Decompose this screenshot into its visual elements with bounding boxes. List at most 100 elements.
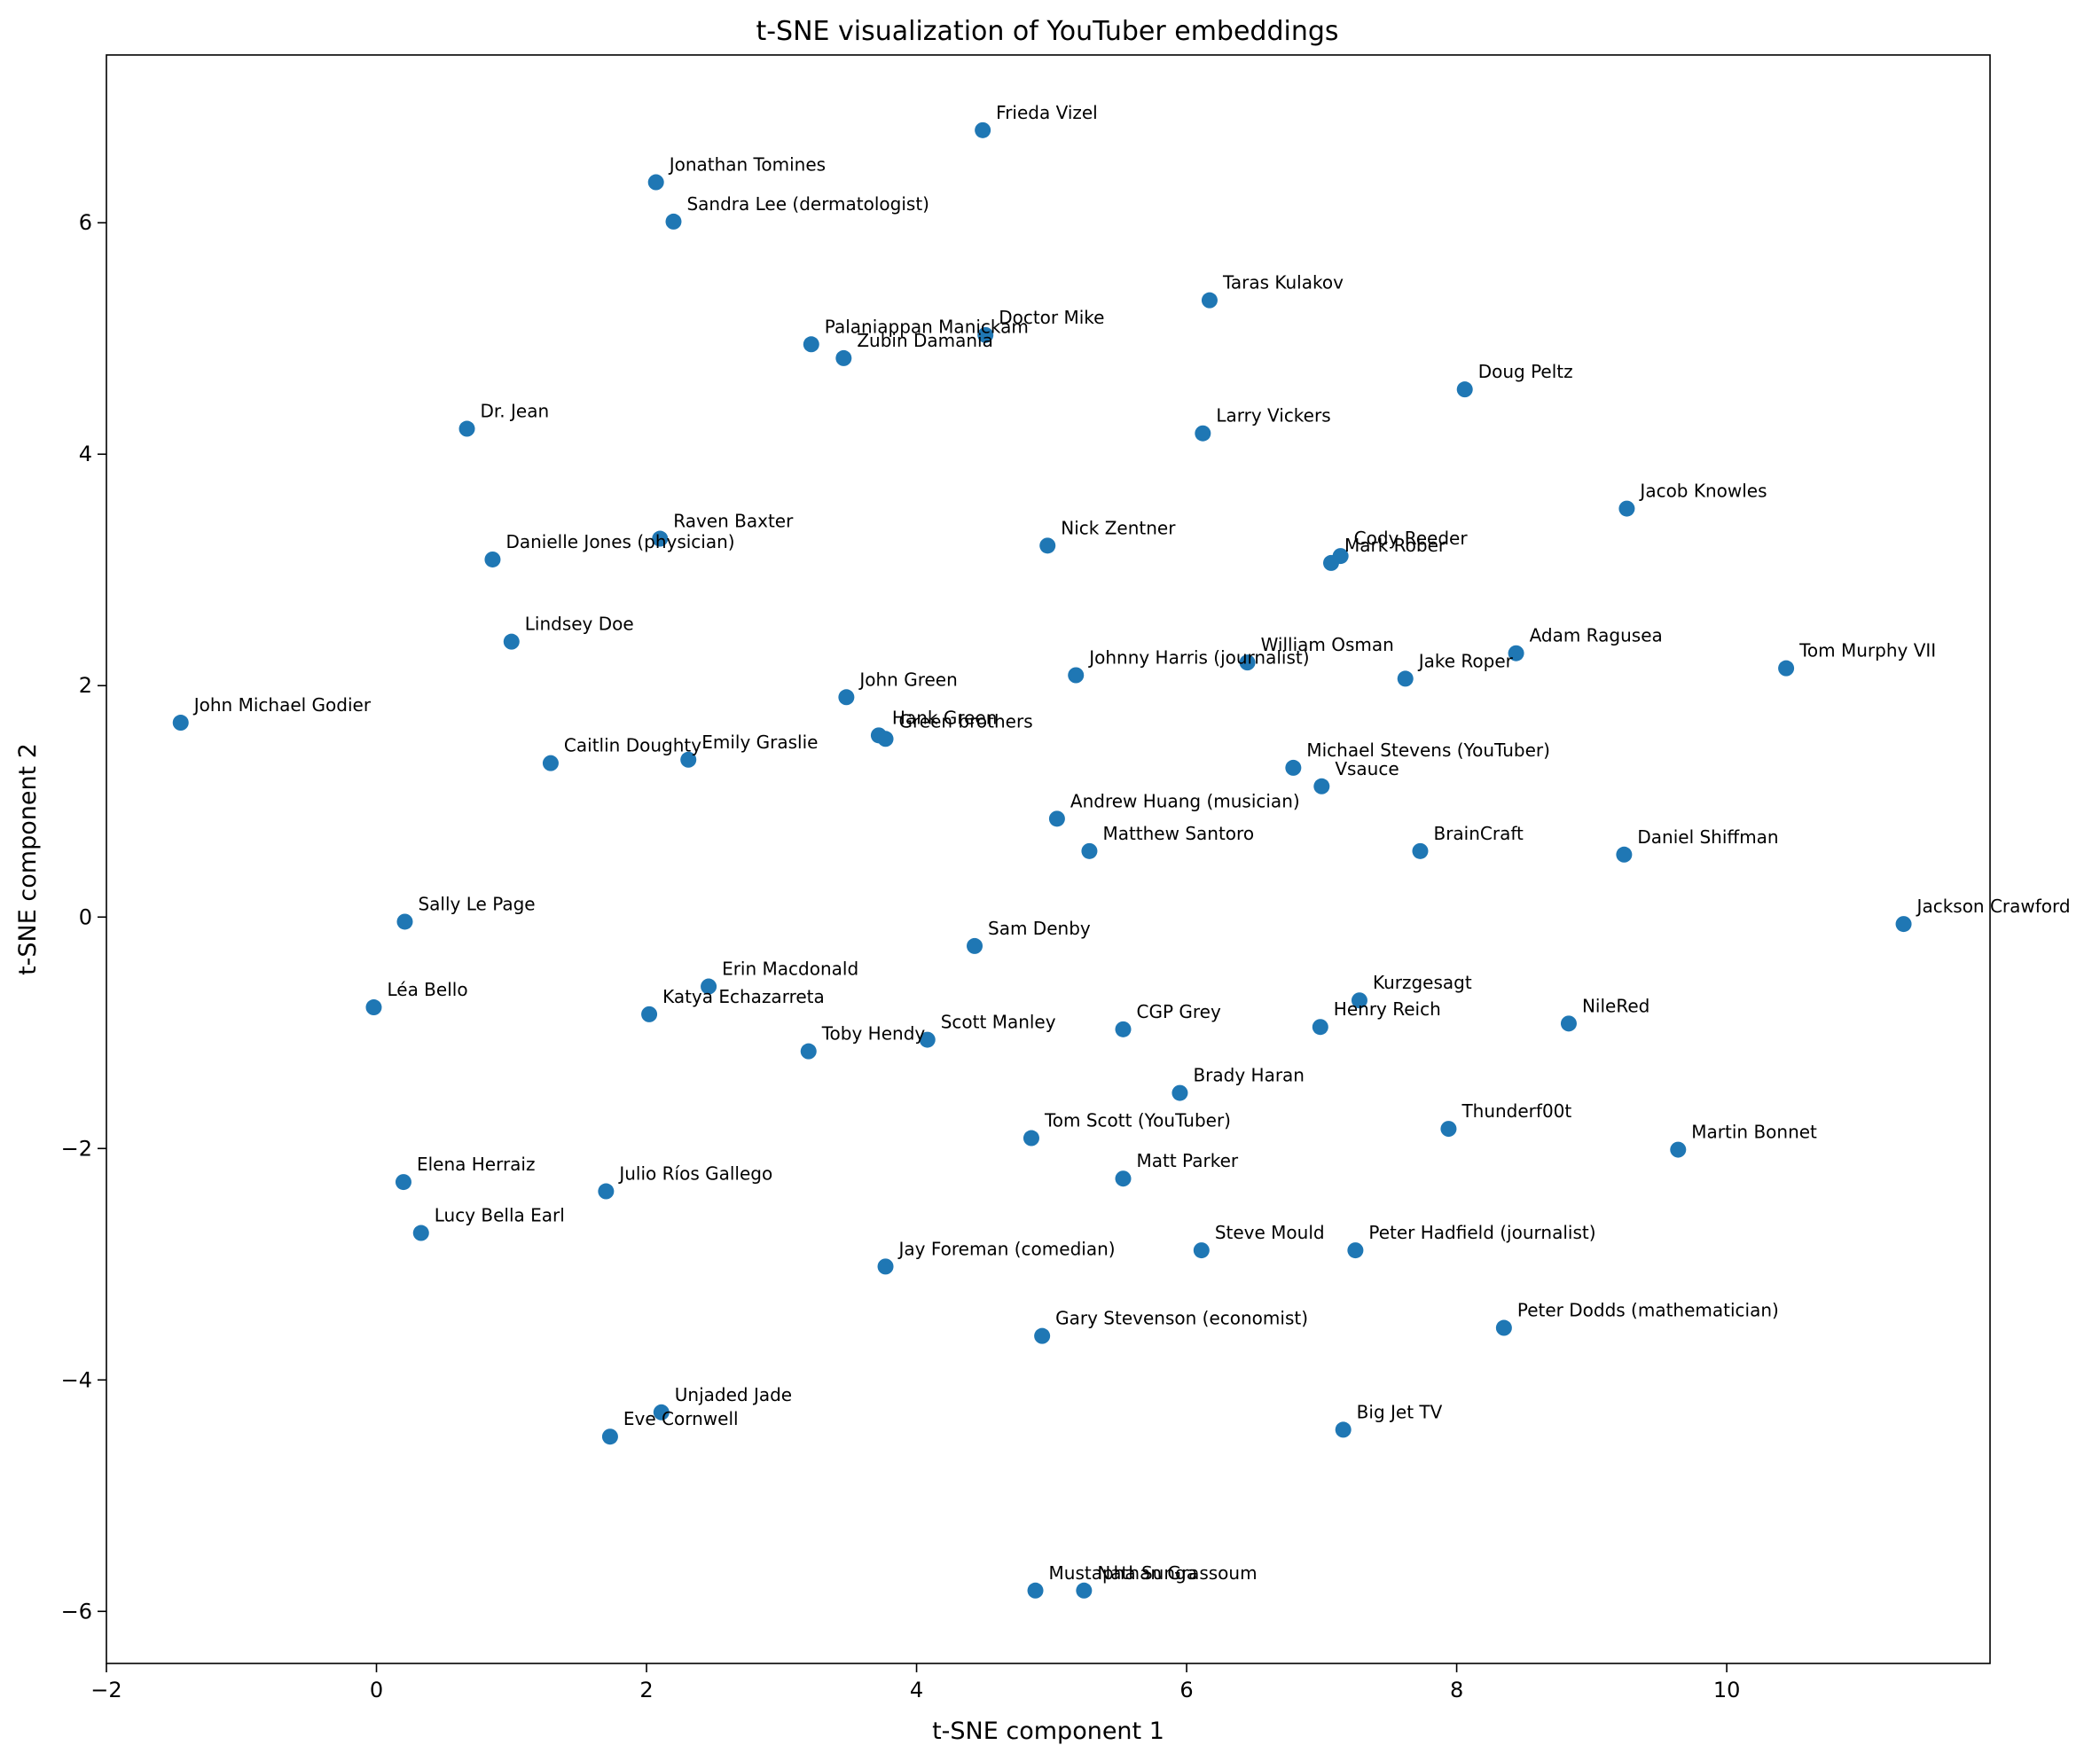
data-point-lucy-bella-earl [412,1225,429,1241]
data-label-kurzgesagt: Kurzgesagt [1373,972,1472,993]
data-point-cgp-grey [1115,1021,1132,1037]
data-label-taras-kulakov: Taras Kulakov [1222,272,1344,293]
y-tick-label: −4 [61,1367,92,1392]
data-point-gary-stevenson-economist [1034,1327,1051,1344]
data-point-nathan-grassoum [1076,1582,1093,1599]
chart-title: t-SNE visualization of YouTuber embeddin… [756,16,1338,47]
data-label-henry-reich: Henry Reich [1334,998,1441,1020]
data-label-cody-reeder: Cody Reeder [1354,528,1469,549]
data-point-steve-mould [1193,1242,1210,1259]
data-label-elena-herraiz: Elena Herraiz [417,1154,536,1175]
data-label-brady-haran: Brady Haran [1193,1065,1305,1086]
data-point-doctor-mike [977,326,994,343]
data-point-green-brothers [877,731,894,747]
data-label-zubin-damania: Zubin Damania [857,330,993,351]
data-label-eve-cornwell: Eve Cornwell [623,1408,739,1429]
x-axis-label: t-SNE component 1 [932,1718,1164,1745]
data-point-john-michael-godier [172,715,189,732]
data-label-palaniappan-manickam: Palaniappan Manickam [825,316,1029,337]
data-label-lea-bello: Léa Bello [387,979,467,1000]
data-points [172,121,1912,1599]
data-point-jacob-knowles [1618,500,1635,517]
data-label-adam-ragusea: Adam Ragusea [1530,625,1663,646]
data-label-johnny-harris-journalist: Johnny Harris (journalist) [1087,646,1309,668]
data-label-peter-dodds-mathematician: Peter Dodds (mathematician) [1517,1300,1779,1321]
x-tick-label: 8 [1450,1678,1463,1702]
data-label-caitlin-doughty: Caitlin Doughty [564,735,701,756]
data-point-brady-haran [1171,1084,1188,1101]
data-point-big-jet-tv [1335,1421,1352,1438]
data-labels: Frieda Vizel Jonathan Tomines Sandra Lee (… [192,102,2071,1584]
data-point-palaniappan-manickam [803,336,819,353]
data-point-matthew-santoro [1081,842,1098,859]
data-point-scott-manley [919,1031,936,1048]
x-tick-label: 10 [1713,1678,1741,1702]
data-label-julio-rios-gallego: Julio Ríos Gallego [617,1163,772,1185]
data-label-larry-vickers: Larry Vickers [1216,405,1330,427]
data-label-steve-mould: Steve Mould [1215,1222,1325,1243]
data-label-tom-murphy-vii: Tom Murphy VII [1798,640,1936,661]
data-point-frieda-vizel [975,121,991,138]
data-label-andrew-huang-musician: Andrew Huang (musician) [1070,790,1300,811]
data-label-frieda-vizel: Frieda Vizel [996,102,1098,123]
data-label-sam-denby: Sam Denby [988,918,1091,939]
data-label-john-michael-godier: John Michael Godier [192,694,372,716]
data-point-larry-vickers [1195,425,1211,442]
data-label-mark-rober: Mark Rober [1344,535,1446,556]
data-point-thunderf00t [1440,1121,1457,1138]
data-point-john-green [838,689,855,706]
data-label-dr-jean: Dr. Jean [481,401,550,422]
data-label-jacob-knowles: Jacob Knowles [1638,481,1767,502]
data-label-tom-scott-youtuber: Tom Scott (YouTuber) [1044,1110,1231,1131]
data-label-daniel-shiffman: Daniel Shiffman [1637,826,1778,848]
data-point-caitlin-doughty [542,755,559,771]
data-point-henry-reich [1312,1019,1328,1036]
data-label-nilered: NileRed [1582,995,1649,1016]
data-label-braincraft: BrainCraft [1433,823,1524,844]
axis-ticks: −2 0 2 4 6 8 10 −6 −4 −2 0 2 4 6 [61,210,1741,1702]
data-label-sally-le-page: Sally Le Page [418,893,535,914]
data-label-danielle-jones-physician: Danielle Jones (physician) [505,531,734,552]
x-tick-label: −2 [90,1678,121,1702]
data-point-peter-dodds-mathematician [1495,1319,1512,1336]
data-point-erin-macdonald [701,978,717,995]
data-point-william-osman [1239,654,1256,671]
data-label-raven-baxter: Raven Baxter [673,511,794,532]
data-point-toby-hendy [800,1043,817,1060]
data-point-tom-scott-youtuber [1023,1130,1039,1146]
data-label-big-jet-tv: Big Jet TV [1357,1401,1443,1422]
data-point-mustapha-sunga [1027,1582,1044,1599]
data-label-lucy-bella-earl: Lucy Bella Earl [435,1205,565,1226]
data-point-vsauce [1313,778,1330,794]
x-tick-label: 0 [370,1678,383,1702]
data-point-jonathan-tomines [647,174,664,191]
data-point-michael-stevens-youtuber [1285,759,1302,776]
x-tick-label: 6 [1179,1678,1193,1702]
data-label-doctor-mike: Doctor Mike [999,307,1104,328]
data-point-lea-bello [365,999,382,1016]
y-tick-label: −6 [61,1599,92,1624]
y-tick-label: 2 [79,673,92,698]
data-point-tom-murphy-vii [1778,660,1795,677]
x-tick-label: 4 [910,1678,923,1702]
data-point-sandra-lee-dermatologist [665,213,682,230]
y-tick-label: 0 [79,904,92,929]
data-point-emily-graslie [680,751,697,768]
y-axis-label: t-SNE component 2 [14,743,42,975]
data-point-eve-cornwell [601,1428,618,1445]
data-point-braincraft [1412,842,1429,859]
data-label-jonathan-tomines: Jonathan Tomines [668,154,826,176]
data-label-gary-stevenson-economist: Gary Stevenson (economist) [1055,1308,1308,1329]
data-label-martin-bonnet: Martin Bonnet [1691,1122,1817,1143]
y-tick-label: 6 [79,210,92,235]
data-label-hank-green: Hank Green [892,707,997,728]
data-point-kurzgesagt [1351,992,1367,1009]
data-label-peter-hadfield-journalist: Peter Hadfield (journalist) [1368,1222,1595,1243]
data-point-elena-herraiz [395,1174,411,1191]
data-label-emily-graslie: Emily Graslie [701,732,818,753]
data-point-julio-rios-gallego [598,1183,615,1200]
data-point-doug-peltz [1456,381,1473,398]
y-tick-label: −2 [61,1136,92,1161]
data-point-sam-denby [967,937,983,954]
